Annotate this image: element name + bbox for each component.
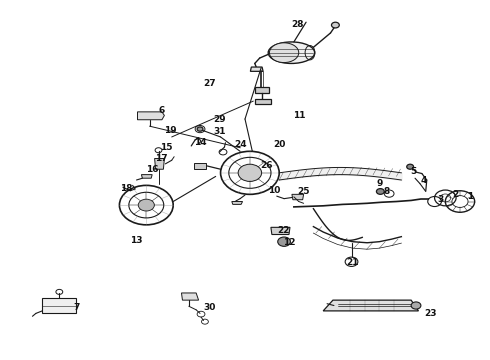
Circle shape (238, 164, 262, 181)
Circle shape (278, 237, 291, 246)
Polygon shape (250, 67, 263, 71)
Polygon shape (255, 99, 271, 104)
Polygon shape (138, 112, 164, 120)
Text: 14: 14 (194, 138, 206, 147)
Text: 30: 30 (204, 303, 216, 312)
Text: 11: 11 (294, 111, 306, 120)
Text: 21: 21 (346, 258, 359, 267)
Polygon shape (323, 300, 418, 311)
Polygon shape (142, 175, 152, 178)
Circle shape (407, 164, 414, 169)
Polygon shape (232, 202, 243, 204)
Text: 7: 7 (73, 303, 79, 312)
Text: 8: 8 (384, 187, 390, 196)
Text: 13: 13 (130, 237, 143, 246)
Text: 12: 12 (283, 238, 295, 247)
Text: 16: 16 (146, 165, 158, 174)
Polygon shape (255, 87, 270, 93)
Polygon shape (155, 158, 164, 169)
Polygon shape (292, 194, 304, 200)
Text: 2: 2 (452, 190, 458, 199)
Text: 4: 4 (420, 176, 426, 185)
Text: 24: 24 (234, 140, 246, 149)
Text: 23: 23 (424, 309, 437, 318)
Text: 22: 22 (277, 226, 290, 235)
Text: 27: 27 (203, 80, 216, 89)
Text: 31: 31 (213, 127, 226, 136)
Text: 20: 20 (273, 140, 285, 149)
Circle shape (197, 127, 203, 131)
Text: 5: 5 (411, 167, 416, 176)
Text: 25: 25 (297, 187, 310, 196)
Text: 29: 29 (213, 115, 226, 124)
Circle shape (376, 189, 384, 194)
Text: 19: 19 (165, 126, 177, 135)
Text: 18: 18 (121, 184, 133, 193)
Text: 1: 1 (466, 192, 473, 201)
Text: 17: 17 (155, 154, 167, 163)
Circle shape (331, 22, 339, 28)
Ellipse shape (268, 42, 315, 63)
Ellipse shape (270, 43, 299, 63)
Text: 26: 26 (261, 161, 273, 170)
Text: 28: 28 (292, 19, 304, 28)
Polygon shape (194, 163, 206, 168)
Text: 15: 15 (160, 143, 172, 152)
Polygon shape (271, 227, 290, 234)
Text: 9: 9 (376, 179, 383, 188)
Text: 3: 3 (437, 195, 443, 204)
Text: 10: 10 (268, 185, 280, 194)
Polygon shape (181, 293, 198, 300)
Circle shape (411, 302, 421, 309)
Polygon shape (42, 298, 76, 314)
Circle shape (138, 199, 154, 211)
Text: 6: 6 (159, 105, 165, 114)
